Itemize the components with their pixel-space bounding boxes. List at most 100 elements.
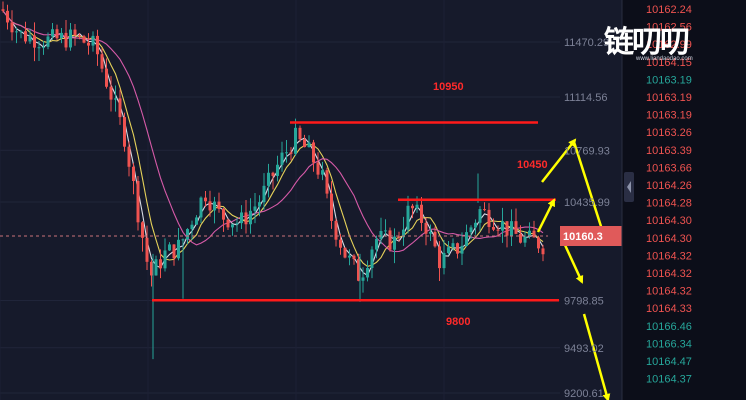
candle-body (253, 206, 257, 211)
candle-body (6, 10, 9, 23)
candle-body (492, 227, 495, 230)
candle-body (51, 29, 54, 37)
price-list-panel (622, 0, 746, 400)
candle-body (478, 209, 482, 223)
candle-body (42, 46, 45, 48)
candle-body (271, 172, 275, 176)
candle-body (379, 230, 383, 239)
candle-body (528, 230, 531, 237)
candle-body (352, 255, 356, 260)
candles (1, 1, 545, 360)
price-list-row: 10164.32 (646, 286, 692, 298)
candle-body (195, 217, 198, 225)
candle-body (199, 197, 203, 218)
candle-body (321, 170, 324, 175)
candle-body (240, 212, 243, 224)
candle-body (532, 230, 536, 238)
candle-body (114, 98, 117, 100)
candle-body (163, 250, 167, 269)
candle-body (276, 164, 279, 176)
collapse-handle[interactable] (624, 172, 634, 202)
candle-body (460, 245, 464, 254)
forecast-arrow (541, 138, 577, 183)
candle-body (280, 152, 284, 165)
candle-body (226, 219, 230, 228)
candle-body (28, 35, 32, 42)
price-list-row: 10163.19 (646, 92, 692, 104)
candle-body (537, 237, 540, 249)
logo-subtext: www.liandaodao.com (635, 56, 693, 62)
level-label: 10950 (433, 81, 464, 93)
candle-body (186, 229, 189, 240)
candle-body (172, 244, 176, 259)
price-list-row: 10164.33 (646, 303, 692, 315)
candle-body (37, 47, 41, 49)
candle-body (334, 220, 338, 240)
candle-body (96, 35, 99, 55)
chevron-left-icon (627, 181, 631, 193)
candle-body (469, 227, 473, 233)
current-price-tag: 10160.3 (560, 226, 628, 246)
candle-body (429, 231, 432, 234)
forecast-arrows (536, 138, 611, 400)
candle-body (483, 209, 486, 211)
price-list-row: 10164.32 (646, 250, 692, 262)
candle-body (154, 259, 158, 276)
candle-body (222, 209, 225, 220)
candle-body (69, 29, 72, 48)
candle-body (298, 127, 302, 140)
candle-body (15, 31, 18, 33)
candle-body (307, 142, 311, 148)
candle-body (105, 68, 108, 87)
candle-body (348, 255, 351, 258)
logo-text: 链叨叨 (604, 25, 689, 59)
price-list-row: 10164.30 (646, 233, 692, 245)
candle-body (258, 202, 261, 207)
candle-body (55, 29, 59, 39)
price-list-row: 10163.19 (646, 74, 692, 86)
candle-body (82, 36, 86, 43)
y-tick-label: 9493.02 (564, 343, 604, 355)
candle-body (501, 221, 504, 231)
candle-body (312, 142, 315, 163)
candle-body (109, 86, 113, 100)
candle-body (406, 205, 410, 230)
current-price-tag-text: 10160.3 (563, 231, 603, 243)
candle-body (474, 222, 477, 228)
price-list-row: 10166.46 (646, 321, 692, 333)
candle-body (519, 233, 522, 243)
candle-body (357, 259, 360, 281)
price-list-row: 10166.34 (646, 338, 692, 350)
candle-body (433, 231, 437, 247)
candle-body (64, 32, 68, 48)
candle-body (262, 185, 266, 203)
candle-body (325, 170, 329, 194)
candle-body (132, 166, 135, 181)
candle-body (438, 246, 441, 269)
candle-body (370, 249, 374, 268)
candle-body (388, 230, 392, 250)
candle-body (249, 210, 252, 225)
candle-body (204, 197, 207, 202)
candle-body (46, 36, 50, 47)
candle-body (213, 201, 216, 211)
candle-body (294, 127, 297, 154)
y-tick-label: 11114.56 (564, 92, 607, 104)
candle-body (136, 180, 140, 223)
candle-body (123, 117, 126, 147)
forecast-arrow (536, 198, 556, 233)
candle-body (451, 243, 455, 248)
candle-body (235, 223, 239, 225)
y-tick-label: 10769.93 (564, 145, 610, 157)
candle-body (150, 261, 153, 276)
candle-body (465, 232, 468, 246)
logo: 链叨叨 www.liandaodao.com (604, 25, 693, 62)
candle-body (510, 221, 513, 236)
candle-body (361, 277, 365, 281)
price-list-row: 10164.28 (646, 198, 692, 210)
candle-body (60, 32, 63, 39)
y-tick-label: 9200.61 (564, 388, 604, 400)
candle-body (10, 22, 14, 33)
y-tick-label: 10435.99 (564, 197, 610, 209)
